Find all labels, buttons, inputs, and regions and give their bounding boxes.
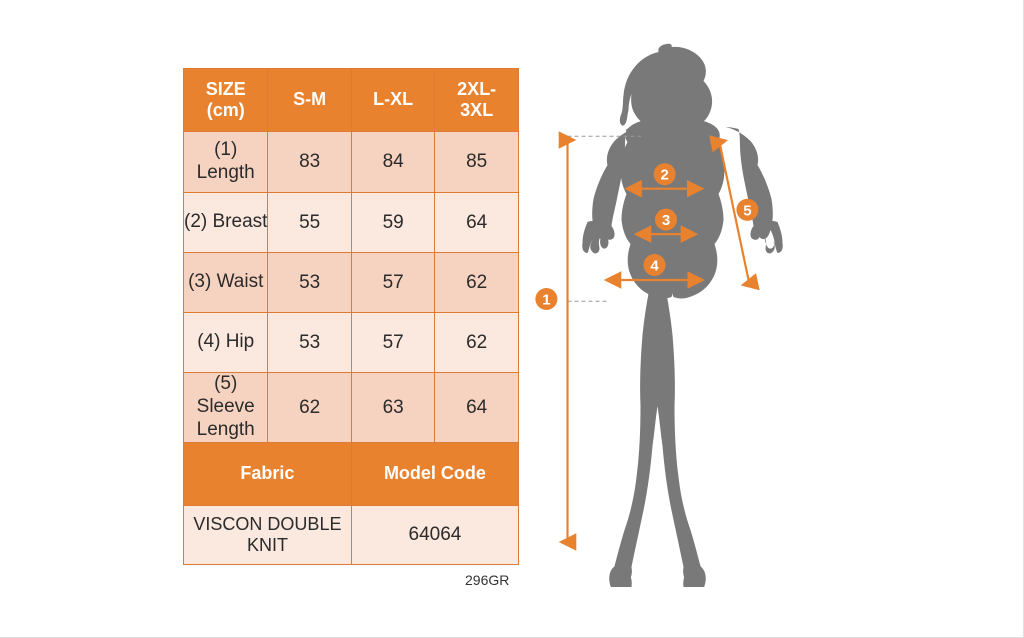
- svg-text:2: 2: [661, 167, 669, 184]
- svg-text:3: 3: [662, 212, 670, 229]
- svg-text:5: 5: [743, 202, 751, 219]
- svg-text:4: 4: [650, 258, 659, 275]
- svg-text:1: 1: [542, 292, 550, 309]
